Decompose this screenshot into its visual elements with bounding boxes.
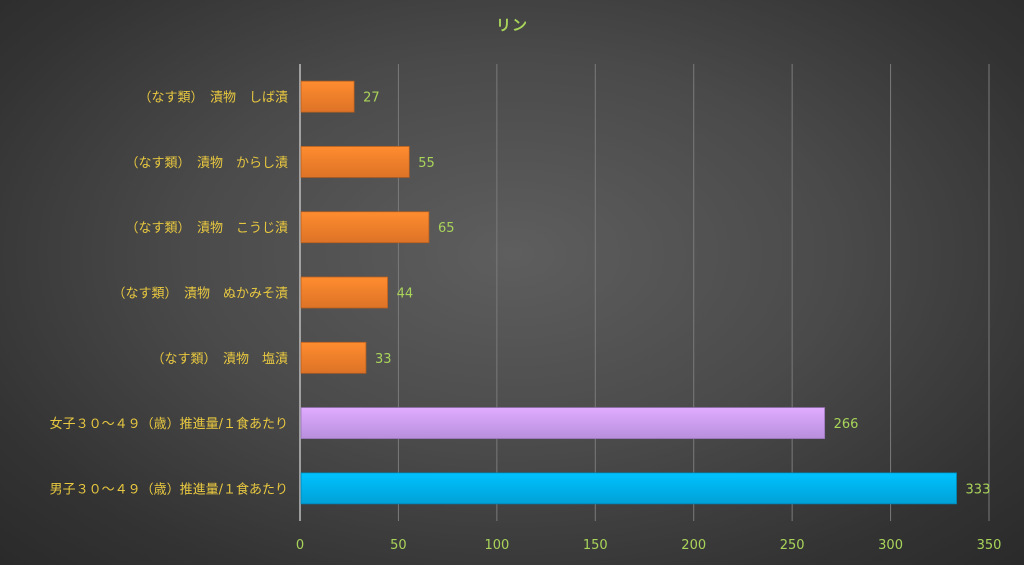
bar (300, 211, 430, 244)
data-label: 333 (966, 482, 991, 497)
category-label: （なす類） 漬物 しば漬 (138, 91, 288, 106)
category-label: （なす類） 漬物 ぬかみそ漬 (112, 287, 288, 302)
bar (300, 472, 957, 505)
data-label: 33 (375, 352, 392, 367)
x-tick-label: 350 (977, 538, 1002, 553)
category-label: （なす類） 漬物 塩漬 (151, 352, 288, 367)
x-tick-label: 250 (780, 538, 805, 553)
x-tick-label: 0 (296, 538, 304, 553)
x-tick-label: 100 (484, 538, 509, 553)
bar (300, 407, 826, 439)
bar (300, 341, 367, 374)
bar (300, 276, 389, 309)
x-tick-label: 50 (390, 538, 407, 553)
data-label: 27 (363, 91, 380, 106)
x-tick-label: 150 (583, 538, 608, 553)
data-label: 44 (397, 287, 414, 302)
category-label: （なす類） 漬物 こうじ漬 (125, 221, 288, 236)
data-label: 55 (418, 156, 435, 171)
data-label: 266 (834, 417, 859, 432)
x-tick-label: 200 (681, 538, 706, 553)
category-label: 女子３０～４９（歳）推進量/１食あたり (50, 416, 288, 432)
category-label: （なす類） 漬物 からし漬 (125, 156, 288, 171)
chart-title: リン (495, 16, 528, 34)
bar (300, 80, 355, 113)
category-label: 男子３０～４９（歳）推進量/１食あたり (50, 481, 288, 497)
x-tick-label: 300 (878, 538, 903, 553)
data-label: 65 (438, 221, 455, 236)
bar (300, 146, 410, 178)
